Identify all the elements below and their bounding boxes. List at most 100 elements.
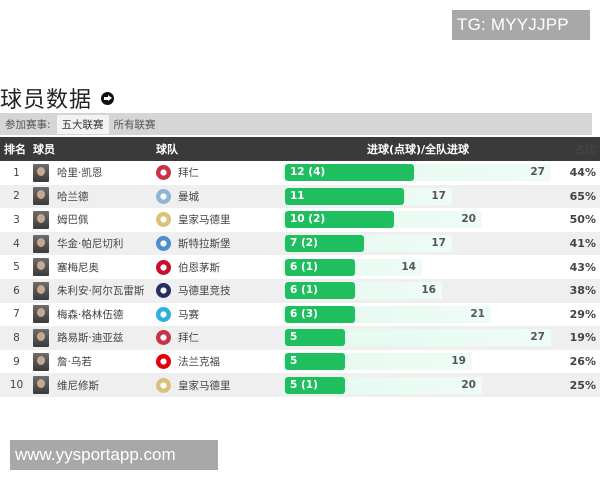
- team-cell[interactable]: 皇家马德里: [156, 377, 283, 393]
- player-goals-bar: 6 (1): [285, 258, 355, 276]
- team-goals-value: 16: [421, 284, 436, 297]
- table-row[interactable]: 10 维尼修斯 皇家马德里 20 5 (1) 25%: [0, 373, 600, 397]
- rank-cell: 2: [13, 190, 20, 203]
- team-cell[interactable]: 拜仁: [156, 330, 283, 346]
- team-name: 拜仁: [178, 332, 199, 345]
- rank-cell: 3: [13, 213, 20, 226]
- team-goals-value: 17: [431, 189, 446, 202]
- col-pct[interactable]: 占比: [574, 143, 596, 156]
- player-goals-bar: 11: [285, 187, 404, 205]
- team-cell[interactable]: 曼城: [156, 188, 283, 204]
- player-goals-bar: 5: [285, 329, 345, 347]
- col-goals[interactable]: 进球(点球)/全队进球: [366, 143, 470, 156]
- team-cell[interactable]: 马赛: [156, 306, 283, 322]
- team-cell[interactable]: 拜仁: [156, 165, 283, 181]
- player-cell[interactable]: 朱利安·阿尔瓦雷斯: [33, 281, 156, 300]
- team-cell[interactable]: 法兰克福: [156, 354, 283, 370]
- table-row[interactable]: 2 哈兰德 曼城 17 11 65%: [0, 184, 600, 209]
- pct-cell: 26%: [569, 355, 596, 369]
- team-cell[interactable]: 马德里竞技: [156, 283, 283, 299]
- team-name: 马德里竞技: [178, 285, 231, 298]
- rank-cell: 10: [9, 379, 24, 392]
- col-rank[interactable]: 排名: [4, 143, 26, 156]
- player-goals-bar: 7 (2): [285, 235, 364, 253]
- col-team[interactable]: 球队: [156, 143, 178, 156]
- table-row[interactable]: 5 塞梅尼奥 伯恩茅斯 14 6 (1) 43%: [0, 255, 600, 279]
- player-cell[interactable]: 哈兰德: [33, 187, 156, 206]
- team-goals-value: 17: [431, 237, 446, 250]
- table-row[interactable]: 3 姆巴佩 皇家马德里 20 10 (2) 50%: [0, 208, 600, 232]
- player-name: 梅森·格林伍德: [57, 308, 124, 321]
- player-cell[interactable]: 华金·帕尼切利: [33, 234, 156, 253]
- watermark-bottom: www.yysportapp.com: [10, 440, 218, 470]
- pct-cell: 44%: [569, 166, 596, 180]
- rank-cell: 6: [13, 284, 20, 297]
- team-crest-icon: [156, 212, 171, 228]
- section-header: 球员数据: [0, 84, 115, 113]
- pct-cell: 43%: [569, 260, 596, 274]
- filter-option-all[interactable]: 所有联赛: [113, 118, 156, 131]
- table-row[interactable]: 8 路易斯·迪亚兹 拜仁 27 5 19%: [0, 326, 600, 350]
- rank-cell: 8: [13, 331, 20, 344]
- team-name: 马赛: [178, 308, 199, 321]
- team-crest-icon: [156, 283, 171, 299]
- rank-cell: 7: [13, 308, 20, 321]
- table-row[interactable]: 1 哈里·凯恩 拜仁 27 12 (4) 44%: [0, 161, 600, 185]
- player-cell[interactable]: 梅森·格林伍德: [33, 305, 156, 324]
- team-goals-bar: 27: [283, 329, 551, 347]
- pct-cell: 29%: [569, 307, 596, 321]
- team-name: 斯特拉斯堡: [178, 238, 231, 251]
- goals-bar: 20 5 (1): [283, 376, 553, 394]
- pct-cell: 41%: [569, 237, 596, 251]
- filter-option-top5[interactable]: 五大联赛: [56, 114, 109, 134]
- page-title: 球员数据: [0, 88, 93, 113]
- team-goals-value: 14: [401, 260, 416, 273]
- arrow-circle-right-icon[interactable]: [101, 91, 115, 105]
- watermark-top: TG: MYYJJPP: [452, 10, 590, 40]
- player-name: 詹·乌若: [57, 356, 92, 369]
- player-avatar: [33, 352, 49, 371]
- team-name: 伯恩茅斯: [178, 261, 220, 274]
- player-cell[interactable]: 詹·乌若: [33, 352, 156, 371]
- rank-cell: 4: [13, 237, 20, 250]
- rank-cell: 5: [13, 261, 20, 274]
- table-header-row: 排名 球员 球队 进球(点球)/全队进球 占比: [0, 137, 600, 161]
- team-crest-icon: [156, 259, 171, 275]
- goals-bar: 19 5: [283, 353, 553, 371]
- rank-cell: 1: [13, 166, 20, 179]
- player-cell[interactable]: 路易斯·迪亚兹: [33, 328, 156, 347]
- team-cell[interactable]: 斯特拉斯堡: [156, 236, 283, 252]
- table-row[interactable]: 6 朱利安·阿尔瓦雷斯 马德里竞技 16 6 (1) 38%: [0, 278, 600, 303]
- team-cell[interactable]: 皇家马德里: [156, 212, 283, 228]
- player-goals-bar: 6 (1): [285, 282, 355, 300]
- player-name: 姆巴佩: [57, 214, 89, 227]
- player-cell[interactable]: 塞梅尼奥: [33, 258, 156, 277]
- goals-bar: 17 7 (2): [283, 235, 553, 253]
- col-player[interactable]: 球员: [33, 143, 55, 156]
- team-goals-value: 19: [451, 355, 466, 368]
- team-cell[interactable]: 伯恩茅斯: [156, 259, 283, 275]
- goals-bar: 16 6 (1): [283, 282, 553, 300]
- player-avatar: [33, 328, 49, 347]
- team-goals-value: 20: [461, 213, 476, 226]
- table-row[interactable]: 7 梅森·格林伍德 马赛 21 6 (3) 29%: [0, 302, 600, 327]
- goals-bar: 20 10 (2): [283, 211, 553, 229]
- team-name: 拜仁: [178, 167, 199, 180]
- goals-bar: 14 6 (1): [283, 258, 553, 276]
- team-crest-icon: [156, 306, 171, 322]
- player-name: 路易斯·迪亚兹: [57, 332, 124, 345]
- pct-cell: 50%: [569, 213, 596, 227]
- team-name: 法兰克福: [178, 356, 220, 369]
- player-cell[interactable]: 哈里·凯恩: [33, 163, 156, 182]
- player-goals-bar: 6 (3): [285, 305, 355, 323]
- player-name: 哈兰德: [57, 190, 89, 203]
- table-row[interactable]: 9 詹·乌若 法兰克福 19 5 26%: [0, 349, 600, 374]
- player-goals-bar: 12 (4): [285, 164, 414, 182]
- rank-cell: 9: [13, 355, 20, 368]
- player-cell[interactable]: 维尼修斯: [33, 376, 156, 395]
- table-row[interactable]: 4 华金·帕尼切利 斯特拉斯堡 17 7 (2) 41%: [0, 231, 600, 256]
- player-stats-table: 排名 球员 球队 进球(点球)/全队进球 占比 1 哈里·凯恩 拜仁 27 12 (4)…: [0, 137, 600, 397]
- player-cell[interactable]: 姆巴佩: [33, 210, 156, 229]
- competition-filter-bar: 参加赛事: 五大联赛 所有联赛: [0, 113, 592, 135]
- player-name: 华金·帕尼切利: [57, 238, 124, 251]
